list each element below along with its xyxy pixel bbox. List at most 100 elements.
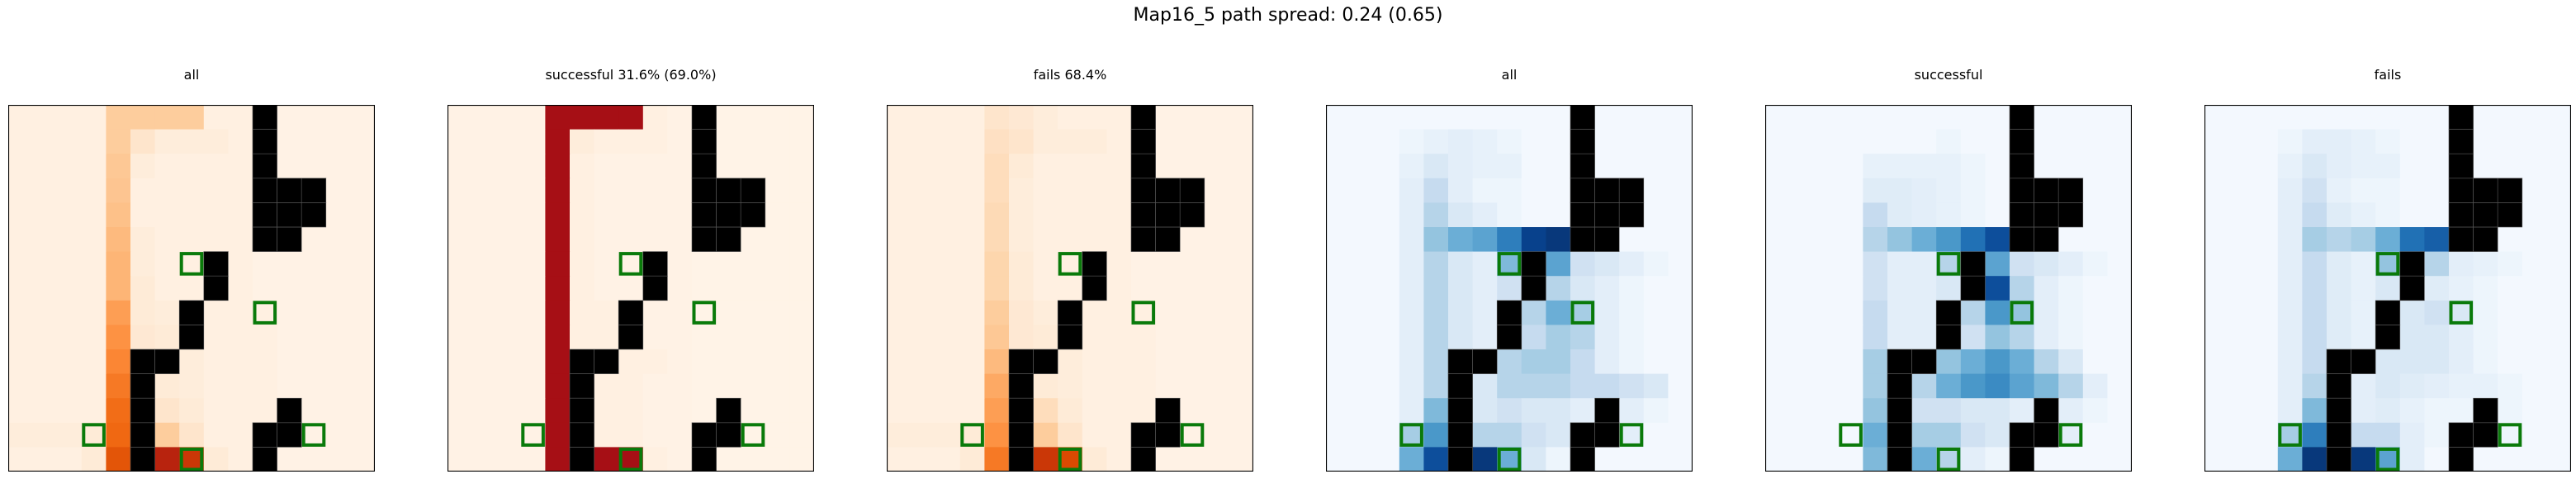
heat-cell [1131, 398, 1157, 424]
heat-cell [911, 398, 936, 424]
heat-cell [1350, 422, 1376, 448]
heat-cell [1399, 105, 1424, 130]
heat-cell [2277, 227, 2303, 253]
heat-cell [277, 154, 302, 179]
heat-cell [1423, 129, 1449, 154]
heat-cell [1911, 447, 1937, 472]
heat-cell [789, 422, 814, 448]
heat-cell [2498, 325, 2523, 350]
heat-cell [228, 154, 253, 179]
heat-cell [667, 349, 693, 375]
heat-cell [1668, 202, 1693, 228]
heat-cell [57, 300, 83, 325]
heat-cell [935, 178, 961, 203]
heat-cell [1155, 154, 1181, 179]
heat-cell [1229, 349, 1253, 375]
heat-cell [789, 227, 814, 253]
heat-cell [1082, 422, 1107, 448]
heat-cell [203, 349, 229, 375]
heat-cell [887, 422, 912, 448]
heat-cell [1521, 373, 1546, 399]
heat-cell [2302, 422, 2327, 448]
heat-cell [2107, 300, 2132, 325]
heat-cell [1985, 154, 2010, 179]
heat-cell [1936, 202, 1962, 228]
heat-cell [2204, 227, 2230, 253]
heat-cell [2082, 227, 2108, 253]
heat-cell [2010, 325, 2035, 350]
heat-cell [1643, 178, 1669, 203]
heat-cell [618, 227, 644, 253]
heat-cell [935, 154, 961, 179]
heat-cell [301, 129, 327, 154]
heat-cell [2327, 251, 2352, 277]
heat-cell [765, 251, 790, 277]
heat-cell [1887, 129, 1913, 154]
heat-cell [1082, 154, 1107, 179]
heat-cell [642, 349, 668, 375]
heat-cell [1423, 325, 1449, 350]
heat-cell [594, 227, 619, 253]
wall-outline [2473, 226, 2498, 252]
heat-cell [471, 447, 497, 472]
heat-cell [1668, 373, 1693, 399]
heat-cell [179, 105, 205, 130]
heat-cell [325, 300, 351, 325]
heat-cell [2375, 276, 2401, 301]
heat-cell [667, 154, 693, 179]
heat-cell [1887, 276, 1913, 301]
heat-cell [496, 105, 522, 130]
heat-cell [228, 325, 253, 350]
heat-cell [1789, 300, 1815, 325]
heat-cell [545, 202, 571, 228]
wall-cell [1887, 398, 1913, 424]
heat-cell [1106, 202, 1132, 228]
heat-cell [2522, 422, 2547, 448]
heat-cell [1229, 447, 1253, 472]
heat-cell [545, 129, 571, 154]
heat-cell [2034, 251, 2059, 277]
heat-cell [667, 373, 693, 399]
wall-cell [692, 154, 717, 179]
heat-cell [2010, 276, 2035, 301]
heat-cell [253, 276, 278, 301]
heat-cell [1936, 154, 1962, 179]
heat-cell [496, 447, 522, 472]
heat-cell [1106, 325, 1132, 350]
heat-cell [2375, 154, 2401, 179]
heat-cell [301, 105, 327, 130]
heat-cell [1887, 105, 1913, 130]
heat-cell [130, 325, 156, 350]
heat-cell [2082, 105, 2108, 130]
heat-cell [32, 422, 58, 448]
heat-cell [228, 227, 253, 253]
heat-cell [1033, 154, 1058, 179]
heat-cell [618, 202, 644, 228]
heat-cell [2351, 373, 2376, 399]
heat-cell [106, 105, 131, 130]
heat-cell [789, 154, 814, 179]
heat-cell [2424, 227, 2450, 253]
heat-cell [471, 105, 497, 130]
heat-cell [1789, 373, 1815, 399]
wall-cell [1131, 178, 1157, 203]
heat-cell [520, 300, 546, 325]
heat-cell [2082, 422, 2108, 448]
wall-cell [203, 276, 229, 301]
heat-cell [789, 300, 814, 325]
heat-cell [350, 251, 375, 277]
heat-cell [447, 398, 473, 424]
wall-cell [1960, 276, 1986, 301]
wall-cell [1594, 422, 1620, 448]
wall-cell [2010, 202, 2035, 228]
heat-cell [2399, 373, 2425, 399]
heat-cell [2277, 349, 2303, 375]
heat-cell [2010, 398, 2035, 424]
heat-cell [2424, 398, 2450, 424]
heat-cell [2522, 325, 2547, 350]
heat-cell [130, 129, 156, 154]
heat-cell [1399, 227, 1424, 253]
heat-cell [1106, 178, 1132, 203]
heat-cell [2082, 325, 2108, 350]
heat-cell [1594, 325, 1620, 350]
